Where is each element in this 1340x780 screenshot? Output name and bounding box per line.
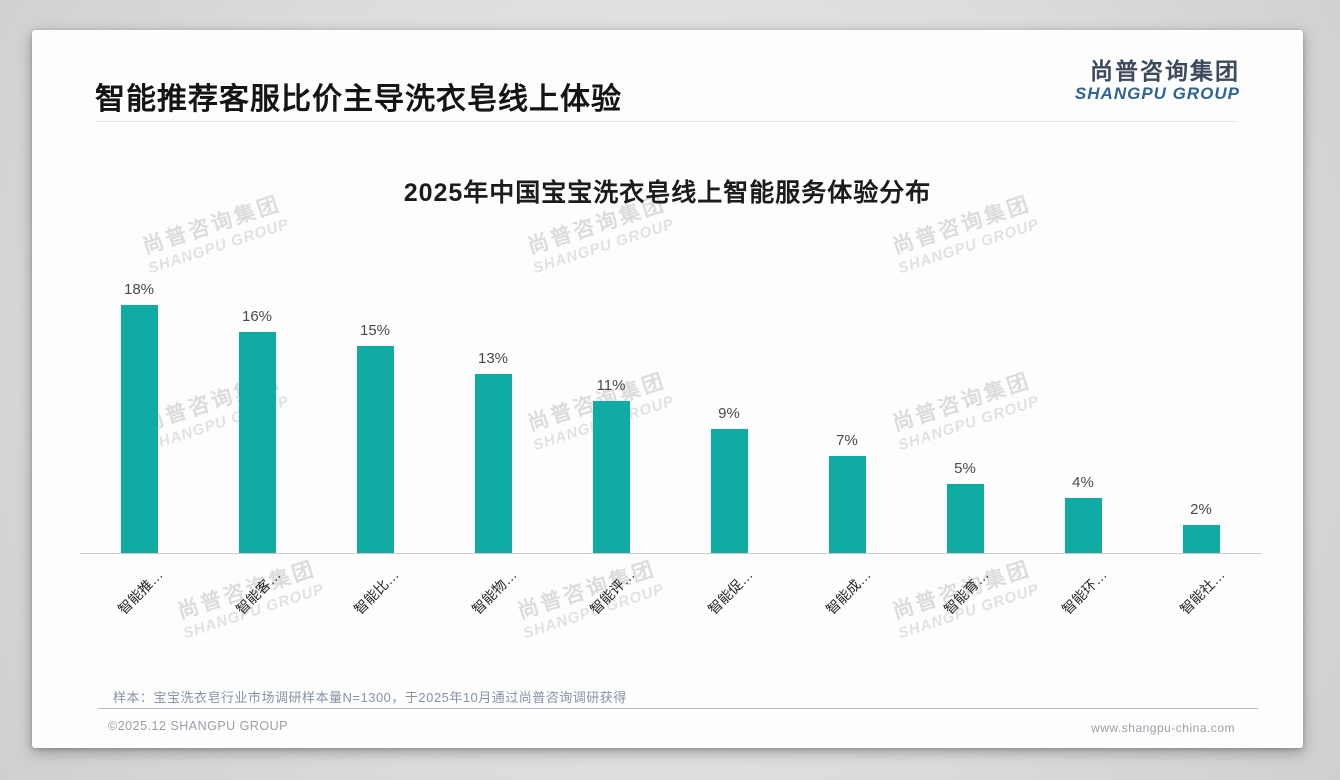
x-tick-label: 智能成… bbox=[822, 566, 874, 618]
x-tick-label: 智能物… bbox=[468, 566, 520, 618]
bar bbox=[946, 484, 984, 553]
bar-column: 13% 智能物… bbox=[434, 270, 552, 617]
bar-value-label: 4% bbox=[1072, 474, 1094, 491]
header-divider bbox=[95, 121, 1237, 122]
logo-chinese-text: 尚普咨询集团 bbox=[1090, 58, 1240, 84]
footer-divider bbox=[98, 708, 1258, 709]
footer-url: www.shangpu-china.com bbox=[1091, 721, 1235, 735]
company-logo: 尚普咨询集团 SHANGPU GROUP bbox=[1075, 58, 1240, 104]
bar bbox=[120, 305, 158, 553]
bar-column: 4% 智能环… bbox=[1024, 270, 1142, 617]
bar-column: 9% 智能促… bbox=[670, 270, 788, 617]
x-tick-label: 智能社… bbox=[1176, 566, 1228, 618]
bar bbox=[828, 456, 866, 553]
bar-column: 11% 智能评… bbox=[552, 270, 670, 617]
bar bbox=[592, 401, 630, 553]
bar bbox=[474, 374, 512, 553]
bar-value-label: 2% bbox=[1190, 501, 1212, 518]
bar bbox=[356, 346, 394, 553]
bar-value-label: 5% bbox=[954, 460, 976, 477]
bar-value-label: 15% bbox=[359, 322, 391, 339]
bar-value-label: 7% bbox=[836, 432, 858, 449]
bar-value-label: 13% bbox=[477, 350, 509, 367]
slide-card: 尚普咨询集团 SHANGPU GROUP 尚普咨询集团 SHANGPU GROUP 尚普… bbox=[32, 30, 1303, 748]
x-axis-line bbox=[80, 553, 1262, 554]
x-tick-label: 智能比… bbox=[350, 566, 402, 618]
chart-title: 2025年中国宝宝洗衣皂线上智能服务体验分布 bbox=[403, 179, 932, 207]
x-tick-label: 智能育… bbox=[940, 566, 992, 618]
page-title: 智能推荐客服比价主导洗衣皂线上体验 bbox=[95, 83, 622, 116]
bar-column: 18% 智能推… bbox=[80, 270, 198, 617]
x-tick-label: 智能客… bbox=[232, 566, 284, 618]
footnote: 样本：宝宝洗衣皂行业市场调研样本量N=1300，于2025年10月通过尚普咨询调… bbox=[113, 690, 627, 705]
bar bbox=[1182, 525, 1220, 553]
x-tick-label: 智能环… bbox=[1058, 566, 1110, 618]
x-tick-label: 智能推… bbox=[114, 566, 166, 618]
bar bbox=[238, 332, 276, 553]
bar-value-label: 16% bbox=[241, 308, 273, 325]
bar-column: 7% 智能成… bbox=[788, 270, 906, 617]
bar-column: 5% 智能育… bbox=[906, 270, 1024, 617]
x-tick-label: 智能评… bbox=[586, 566, 638, 618]
bar bbox=[1064, 498, 1102, 553]
bar bbox=[710, 429, 748, 553]
bar-chart: 18% 智能推… 16% 智能客… 15% 智能比… 13% 智能物… 11% 智能评… 9% 智能促… bbox=[80, 270, 1260, 617]
bar-column: 16% 智能客… bbox=[198, 270, 316, 617]
bar-column: 2% 智能社… bbox=[1142, 270, 1260, 617]
bar-column: 15% 智能比… bbox=[316, 270, 434, 617]
bar-value-label: 9% bbox=[718, 405, 740, 422]
watermark-chinese-text: 尚普咨询集团 bbox=[514, 557, 659, 624]
bar-value-label: 18% bbox=[123, 281, 155, 298]
logo-english-text: SHANGPU GROUP bbox=[1074, 84, 1240, 104]
x-tick-label: 智能促… bbox=[704, 566, 756, 618]
bar-value-label: 11% bbox=[596, 377, 626, 394]
footer-copyright: ©2025.12 SHANGPU GROUP bbox=[108, 719, 288, 733]
